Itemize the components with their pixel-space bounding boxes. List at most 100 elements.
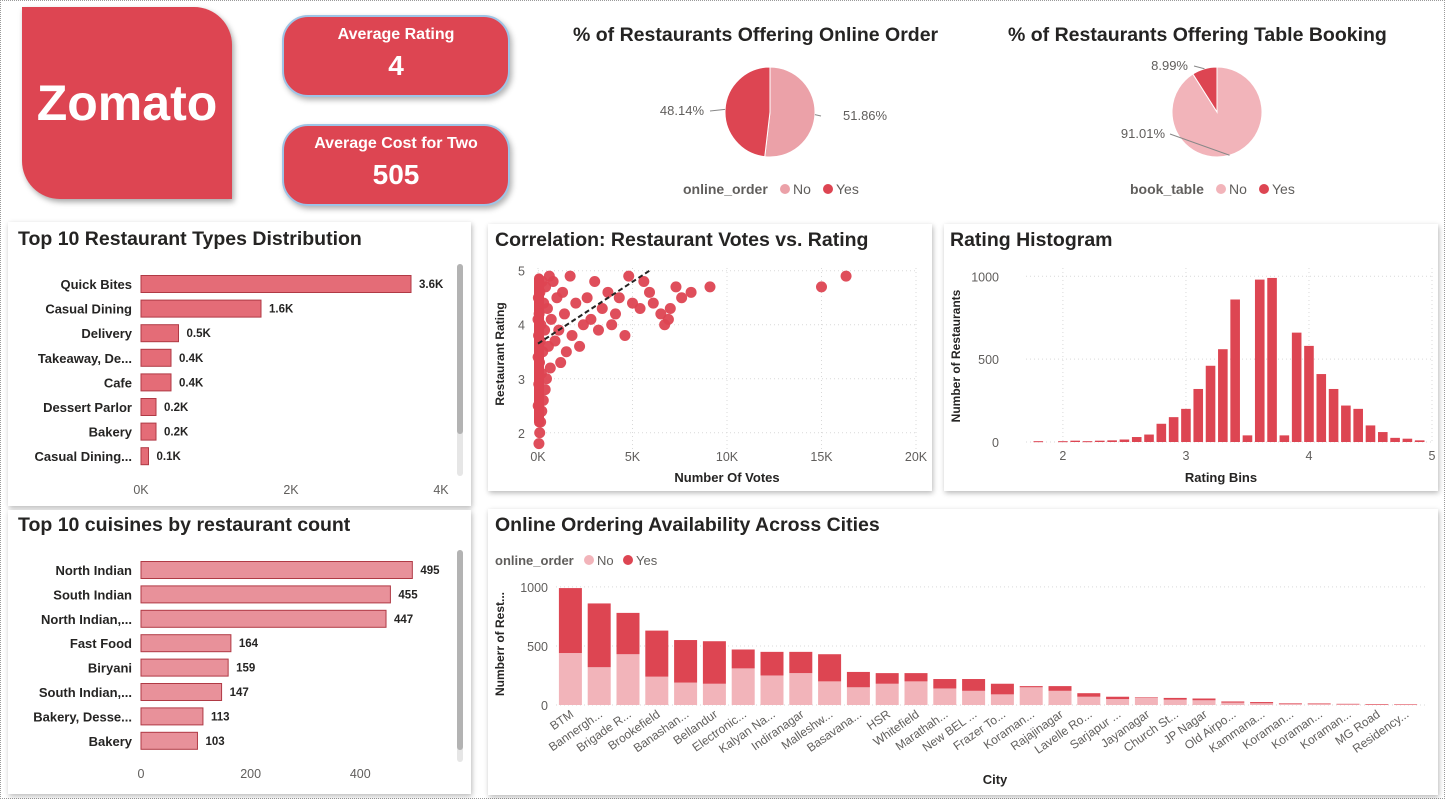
city-bar-segment-yes xyxy=(990,683,1014,695)
histogram-bar xyxy=(1156,423,1167,442)
category-label: Fast Food xyxy=(70,636,132,651)
average-rating-card[interactable]: Average Rating 4 xyxy=(282,15,510,97)
city-bar-segment-yes xyxy=(933,679,957,689)
y-axis-title: Numberr of Rest... xyxy=(493,592,507,696)
cuisines-bar-chart: North Indian 495 South Indian 455 North Indi… xyxy=(33,561,440,781)
pie-leader-line xyxy=(709,108,726,112)
table-booking-pie-visual[interactable]: % of Restaurants Offering Table Booking … xyxy=(990,18,1435,208)
histogram-bar xyxy=(1365,425,1376,442)
legend-marker xyxy=(623,555,633,565)
data-label: 0.4K xyxy=(179,377,204,389)
average-cost-card[interactable]: Average Cost for Two 505 xyxy=(282,124,510,206)
cities-title: Online Ordering Availability Across Citi… xyxy=(495,514,880,536)
online-order-pie-chart: 51.86% 48.14% online_order No Yes xyxy=(660,66,888,197)
scatter-point xyxy=(647,297,659,309)
y-axis-title: Number of Restaurants xyxy=(949,289,963,422)
data-label: 0.5K xyxy=(187,328,212,340)
pie-slice-yes xyxy=(724,66,771,158)
histogram-bar xyxy=(1377,432,1388,442)
scatter-point xyxy=(619,330,631,342)
city-bar-segment-yes xyxy=(1307,703,1331,705)
city-bar-segment-no xyxy=(875,683,899,705)
city-bar-segment-no xyxy=(1077,696,1101,705)
bar xyxy=(140,609,387,628)
city-bar-segment-yes xyxy=(789,651,813,674)
data-label: 0.4K xyxy=(179,353,204,365)
pie-leader-line xyxy=(1193,65,1205,70)
city-bar-segment-no xyxy=(818,681,842,705)
y-tick-label: 500 xyxy=(527,640,548,654)
online-order-pie-visual[interactable]: % of Restaurants Offering Online Order 5… xyxy=(540,18,990,208)
x-tick-label: 2 xyxy=(1059,449,1066,463)
histogram-bar xyxy=(1058,441,1068,443)
histogram-bar xyxy=(1316,374,1327,442)
category-label: Bakery xyxy=(89,425,133,440)
scatter-point xyxy=(655,308,667,320)
histogram-bar xyxy=(1082,441,1093,443)
city-bar-segment-yes xyxy=(1278,703,1302,704)
rating-histogram-card[interactable]: Rating Histogram 0 500 1000 2 3 4 5 Rating Bins… xyxy=(944,224,1438,491)
data-label: 495 xyxy=(420,565,440,577)
legend-label: No xyxy=(597,553,614,568)
city-bar-segment-no xyxy=(587,667,611,705)
city-bar-segment-no xyxy=(904,681,928,705)
restaurant-types-card[interactable]: Top 10 Restaurant Types Distribution Qui… xyxy=(8,222,471,506)
scatter-point xyxy=(664,303,676,315)
histogram-bar xyxy=(1242,435,1253,442)
bar xyxy=(140,707,204,726)
category-label: South Indian,... xyxy=(39,685,132,700)
city-bar-segment-yes xyxy=(1250,702,1274,704)
y-axis-title: Restaurant Rating xyxy=(493,302,507,405)
x-tick-label: 0K xyxy=(133,483,149,497)
scatter-point xyxy=(581,292,593,304)
data-label: 113 xyxy=(211,711,230,723)
cuisines-title: Top 10 cuisines by restaurant count xyxy=(18,514,351,536)
cities-online-order-card[interactable]: Online Ordering Availability Across Citi… xyxy=(488,509,1438,795)
x-axis-title: City xyxy=(983,772,1008,787)
histogram-bar xyxy=(1230,299,1240,442)
legend-title: online_order xyxy=(683,181,768,197)
average-rating-label: Average Rating xyxy=(337,26,455,43)
cuisines-card[interactable]: Top 10 cuisines by restaurant count Nort… xyxy=(8,510,471,794)
legend-label: Yes xyxy=(836,181,859,197)
restaurant-types-scrollbar[interactable] xyxy=(457,264,463,476)
logo-text: Zomato xyxy=(36,75,218,131)
category-label: Quick Bites xyxy=(60,277,132,292)
city-bar-segment-yes xyxy=(616,612,640,655)
bar xyxy=(140,398,157,416)
trend-line xyxy=(537,269,651,345)
city-bar-segment-no xyxy=(1278,703,1302,705)
histogram-bar xyxy=(1168,417,1179,442)
y-tick-label: 0 xyxy=(541,699,548,713)
scatter-point xyxy=(840,270,852,282)
bar xyxy=(140,585,391,604)
city-bar-segment-no xyxy=(702,683,726,705)
scrollbar-thumb[interactable] xyxy=(457,264,463,434)
histogram-bar xyxy=(1205,365,1216,442)
restaurant-types-title: Top 10 Restaurant Types Distribution xyxy=(18,228,362,250)
scatter-point xyxy=(558,308,570,320)
city-bar-segment-no xyxy=(1019,687,1043,705)
restaurant-types-bar-chart: Quick Bites 3.6K Casual Dining 1.6K Delivery… xyxy=(34,275,449,497)
scatter-point xyxy=(685,286,697,298)
data-label: 447 xyxy=(394,614,413,626)
histogram-bar xyxy=(1402,438,1413,442)
scatter-point xyxy=(545,313,557,325)
scrollbar-thumb[interactable] xyxy=(457,550,463,750)
legend-label: Yes xyxy=(1272,181,1295,197)
scatter-point xyxy=(704,281,716,293)
category-label: Takeaway, De... xyxy=(38,351,132,366)
scatter-point xyxy=(613,292,625,304)
bar xyxy=(140,299,262,318)
scatter-point xyxy=(676,292,688,304)
scatter-point xyxy=(533,438,545,450)
votes-rating-scatter-card[interactable]: Correlation: Restaurant Votes vs. Rating… xyxy=(488,224,932,491)
scatter-point xyxy=(533,330,545,342)
category-label: North Indian,... xyxy=(41,612,132,627)
city-bar-segment-yes xyxy=(558,588,582,654)
category-label: Casual Dining... xyxy=(34,449,132,464)
scatter-point xyxy=(602,286,614,298)
cuisines-scrollbar[interactable] xyxy=(457,550,463,762)
city-bar-segment-no xyxy=(1221,702,1245,705)
legend-label: No xyxy=(793,181,811,197)
